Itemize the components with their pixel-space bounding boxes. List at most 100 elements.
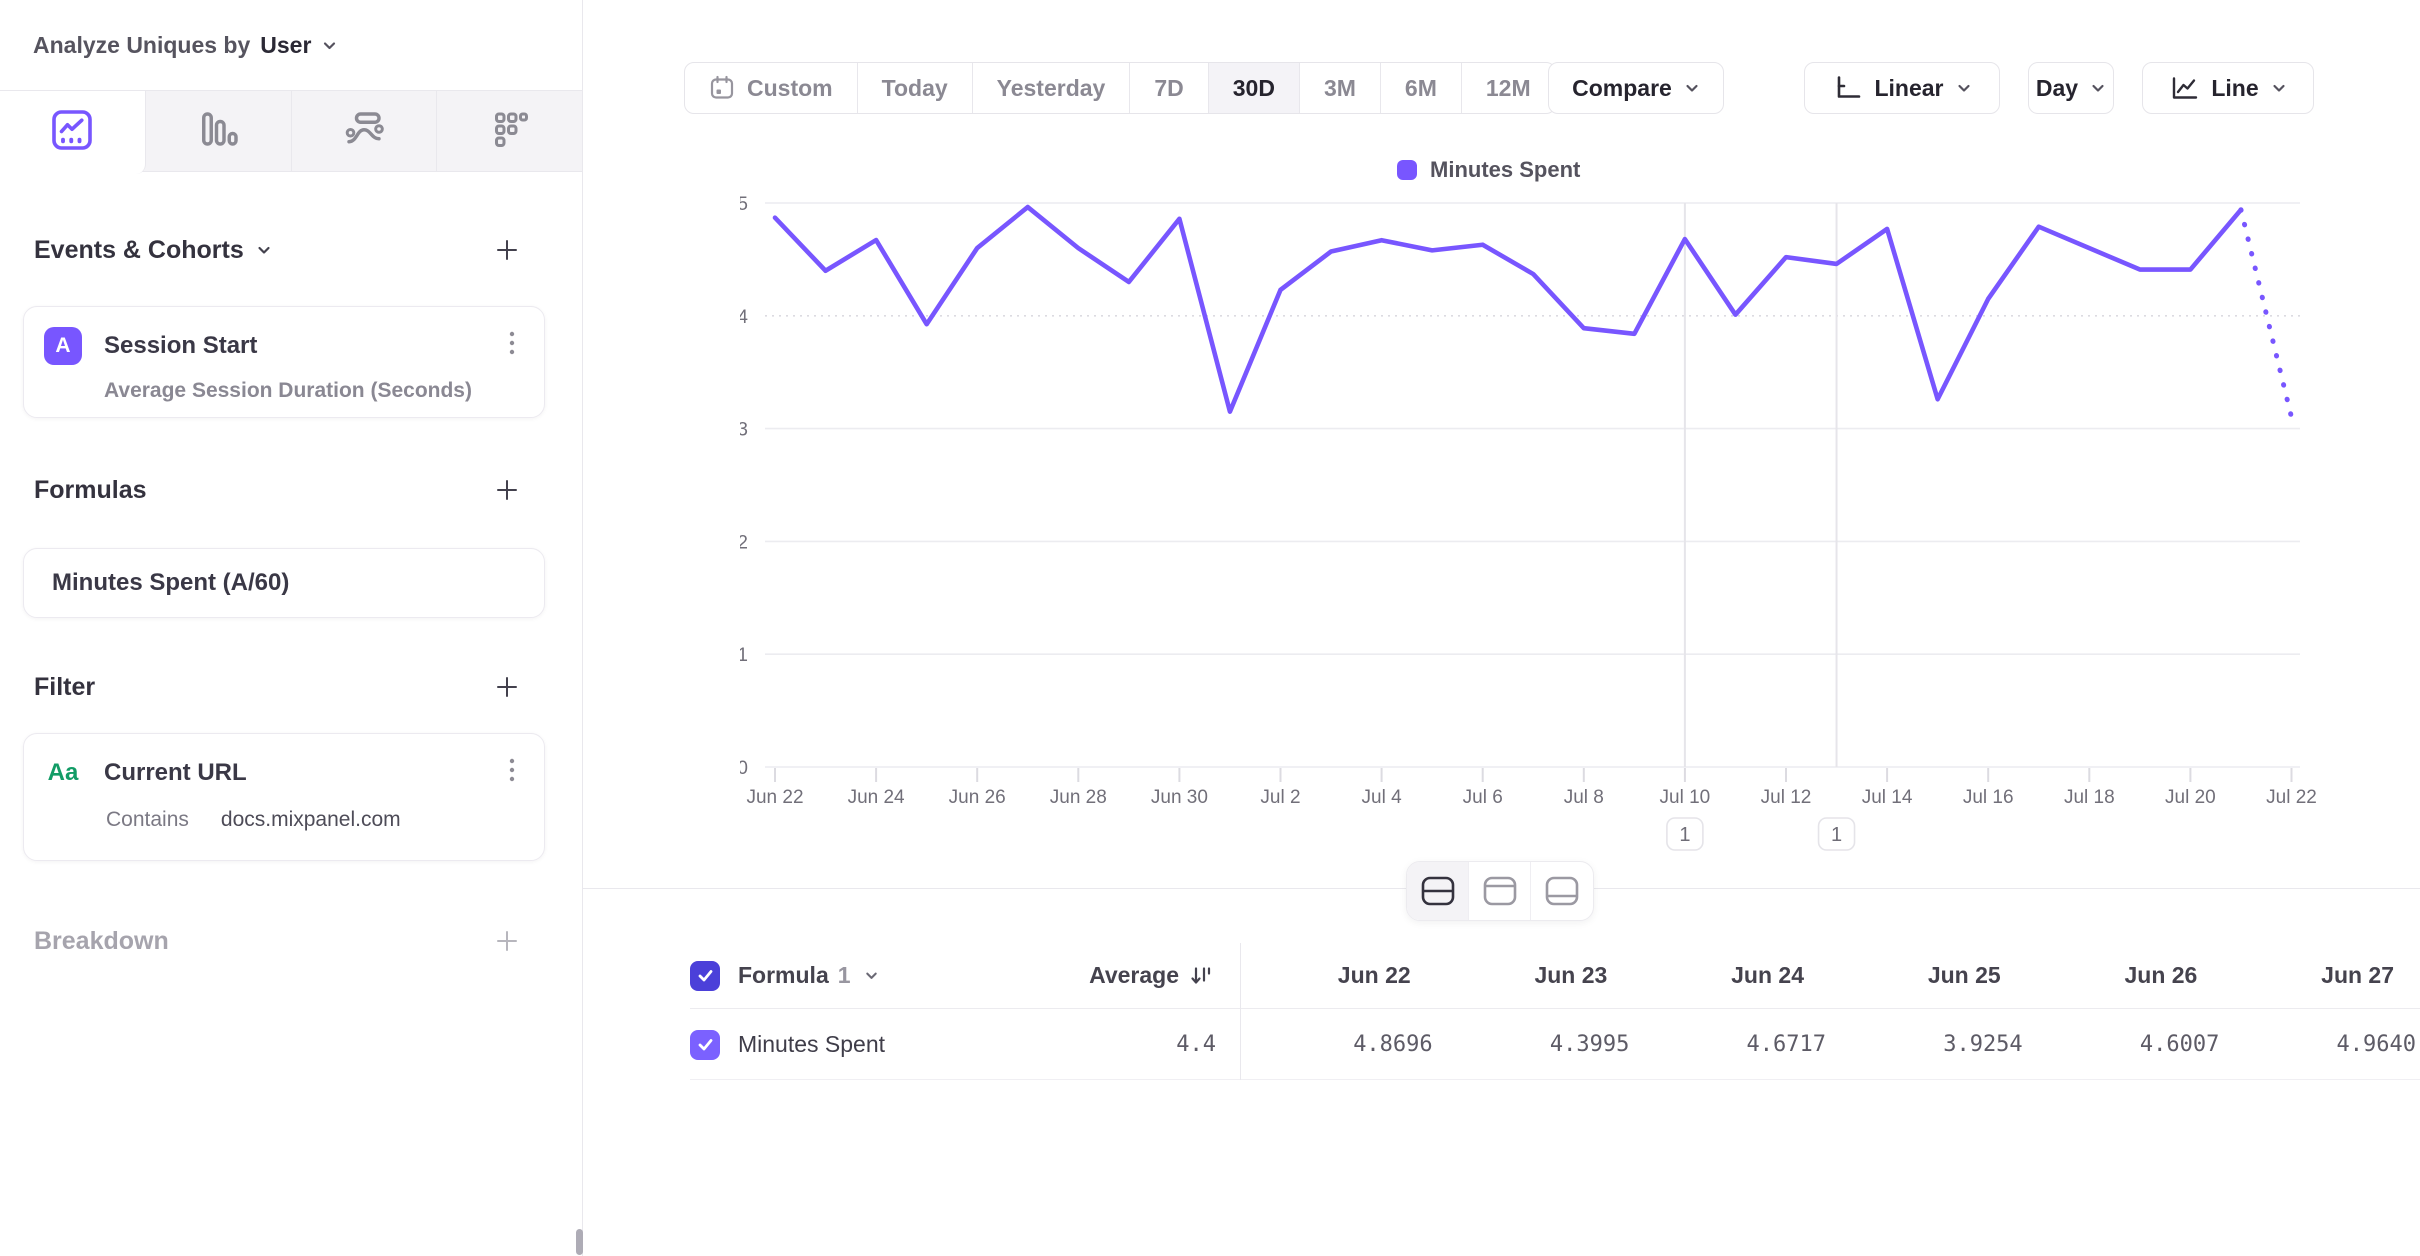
x-axis-label: Jul 16	[1963, 787, 2014, 808]
sort-icon	[1191, 966, 1211, 984]
annotation-badge[interactable]	[1666, 817, 1704, 851]
line-chart[interactable]: 0 1 2 3 4 5 Jun 22 Jun 24 Jun 26 Jun 28 Jun 30 Jul …	[740, 190, 2320, 860]
column-header[interactable]: Jun 27	[2321, 962, 2395, 988]
x-axis-label: Jul 22	[2266, 787, 2317, 808]
event-aggregation[interactable]: Average Session Duration (Seconds)	[104, 379, 472, 402]
column-header[interactable]: Jun 25	[1927, 962, 2001, 988]
filter-section-title: Filter	[34, 672, 96, 701]
x-axis-label: Jul 14	[1862, 787, 1913, 808]
y-axis-label: 5	[740, 194, 748, 215]
plus-icon	[497, 931, 517, 951]
query-sidebar: Analyze Uniques by User	[0, 0, 583, 1256]
compare-button[interactable]: Compare	[1548, 62, 1724, 114]
chevron-down-icon	[2273, 84, 2285, 92]
range-label: 30D	[1232, 74, 1275, 101]
x-axis-label: Jun 22	[746, 787, 803, 808]
bottom-bar-view-icon	[1545, 876, 1579, 906]
range-label: 7D	[1154, 74, 1184, 101]
event-card-session-start[interactable]: A Session Start Average Session Duration…	[23, 306, 545, 418]
range-custom[interactable]: Custom	[685, 63, 858, 113]
scale-button[interactable]: Linear	[1804, 62, 2000, 114]
range-7d[interactable]: 7D	[1130, 63, 1209, 113]
range-yesterday[interactable]: Yesterday	[973, 63, 1131, 113]
table-cell: 4.3995	[1549, 1032, 1630, 1057]
column-header[interactable]: Jun 26	[2124, 962, 2198, 988]
range-3m[interactable]: 3M	[1300, 63, 1381, 113]
tab-breakdown-grid[interactable]	[437, 91, 582, 171]
column-header[interactable]: Jun 24	[1731, 962, 1805, 988]
filter-value[interactable]: docs.mixpanel.com	[220, 808, 401, 831]
chart-style-button[interactable]: Line	[2142, 62, 2314, 114]
formula-word: Formula	[738, 962, 829, 988]
legend-label: Minutes Spent	[1430, 157, 1581, 182]
table-column-separator	[1240, 943, 1241, 1080]
dots-grid-icon	[489, 108, 531, 155]
view-table-only-button[interactable]	[1531, 862, 1593, 920]
formula-expression[interactable]: Minutes Spent (A/60)	[52, 569, 290, 596]
linear-axis-icon	[1838, 76, 1861, 98]
tab-line-chart[interactable]	[0, 91, 146, 174]
range-today[interactable]: Today	[858, 63, 973, 113]
column-header[interactable]: Jun 22	[1337, 962, 1411, 988]
chevron-down-icon	[1957, 84, 1970, 92]
series-average-value: 4.4	[1176, 1032, 1216, 1057]
kebab-menu-icon[interactable]	[508, 756, 516, 791]
date-range-group: Custom Today Yesterday 7D 30D 3M 6M 12M	[684, 62, 1556, 114]
tab-bar-chart[interactable]	[146, 91, 292, 171]
x-axis-label: Jul 6	[1463, 787, 1503, 808]
average-sort-header[interactable]: Average	[1089, 962, 1240, 989]
plus-icon	[497, 480, 517, 500]
annotation-badge[interactable]	[1817, 817, 1856, 851]
range-6m[interactable]: 6M	[1381, 63, 1462, 113]
scrollbar-thumb[interactable]	[576, 1229, 583, 1255]
filter-property-name[interactable]: Current URL	[104, 759, 247, 786]
x-axis-label: Jul 18	[2064, 787, 2115, 808]
flows-icon	[343, 108, 385, 155]
chart-type-tabstrip	[0, 90, 582, 174]
add-breakdown-button[interactable]	[494, 928, 520, 954]
add-filter-button[interactable]	[494, 674, 520, 700]
range-label: 12M	[1485, 74, 1531, 101]
interval-button[interactable]: Day	[2028, 62, 2114, 114]
tab-flows[interactable]	[292, 91, 438, 171]
series-checkbox[interactable]	[690, 1029, 720, 1060]
table-cell: 4.9640	[2336, 1032, 2417, 1057]
event-name[interactable]: Session Start	[104, 332, 258, 359]
add-event-button[interactable]	[494, 237, 520, 263]
chart-line-projection	[2238, 207, 2294, 420]
analyze-uniques-value[interactable]: User	[260, 31, 312, 58]
series-group-label[interactable]: Formula 1	[738, 962, 879, 989]
x-axis-label: Jul 20	[2165, 787, 2216, 808]
formulas-section-title: Formulas	[34, 475, 147, 504]
range-30d[interactable]: 30D	[1208, 63, 1300, 113]
formula-card[interactable]: Minutes Spent (A/60)	[23, 548, 545, 618]
filter-card-current-url[interactable]: Aa Current URL Contains docs.mixpanel.co…	[23, 733, 545, 861]
table-date-header-row: Jun 22 Jun 23 Jun 24 Jun 25 Jun 26 Jun 27	[1240, 962, 2420, 989]
analyze-uniques-label: Analyze Uniques by	[33, 31, 251, 58]
kebab-menu-icon[interactable]	[508, 329, 516, 364]
range-label: Yesterday	[996, 74, 1106, 101]
view-chart-only-button[interactable]	[1469, 862, 1531, 920]
series-name[interactable]: Minutes Spent	[738, 1031, 886, 1057]
view-split-button[interactable]	[1407, 862, 1469, 920]
chevron-down-icon	[1686, 84, 1698, 92]
select-all-checkbox[interactable]	[690, 960, 720, 991]
chevron-down-icon[interactable]	[256, 242, 272, 258]
add-formula-button[interactable]	[494, 477, 520, 503]
annotation-badge-label: 1	[1679, 824, 1690, 846]
breakdown-section-title: Breakdown	[34, 926, 169, 955]
string-property-icon: Aa	[47, 759, 79, 786]
formula-index: 1	[837, 962, 851, 988]
line-style-icon	[2173, 77, 2198, 99]
range-label: 3M	[1323, 74, 1356, 101]
table-cell: 4.6717	[1746, 1032, 1827, 1057]
filter-operator[interactable]: Contains	[106, 808, 189, 831]
chevron-down-icon[interactable]	[321, 37, 338, 54]
y-axis-label: 4	[740, 307, 748, 328]
column-header[interactable]: Jun 23	[1534, 962, 1608, 988]
x-axis-label: Jun 26	[949, 787, 1006, 808]
range-12m[interactable]: 12M	[1462, 63, 1555, 113]
chart-line[interactable]	[772, 204, 2244, 414]
x-axis-label: Jun 28	[1050, 787, 1107, 808]
x-axis-label: Jul 10	[1660, 787, 1711, 808]
